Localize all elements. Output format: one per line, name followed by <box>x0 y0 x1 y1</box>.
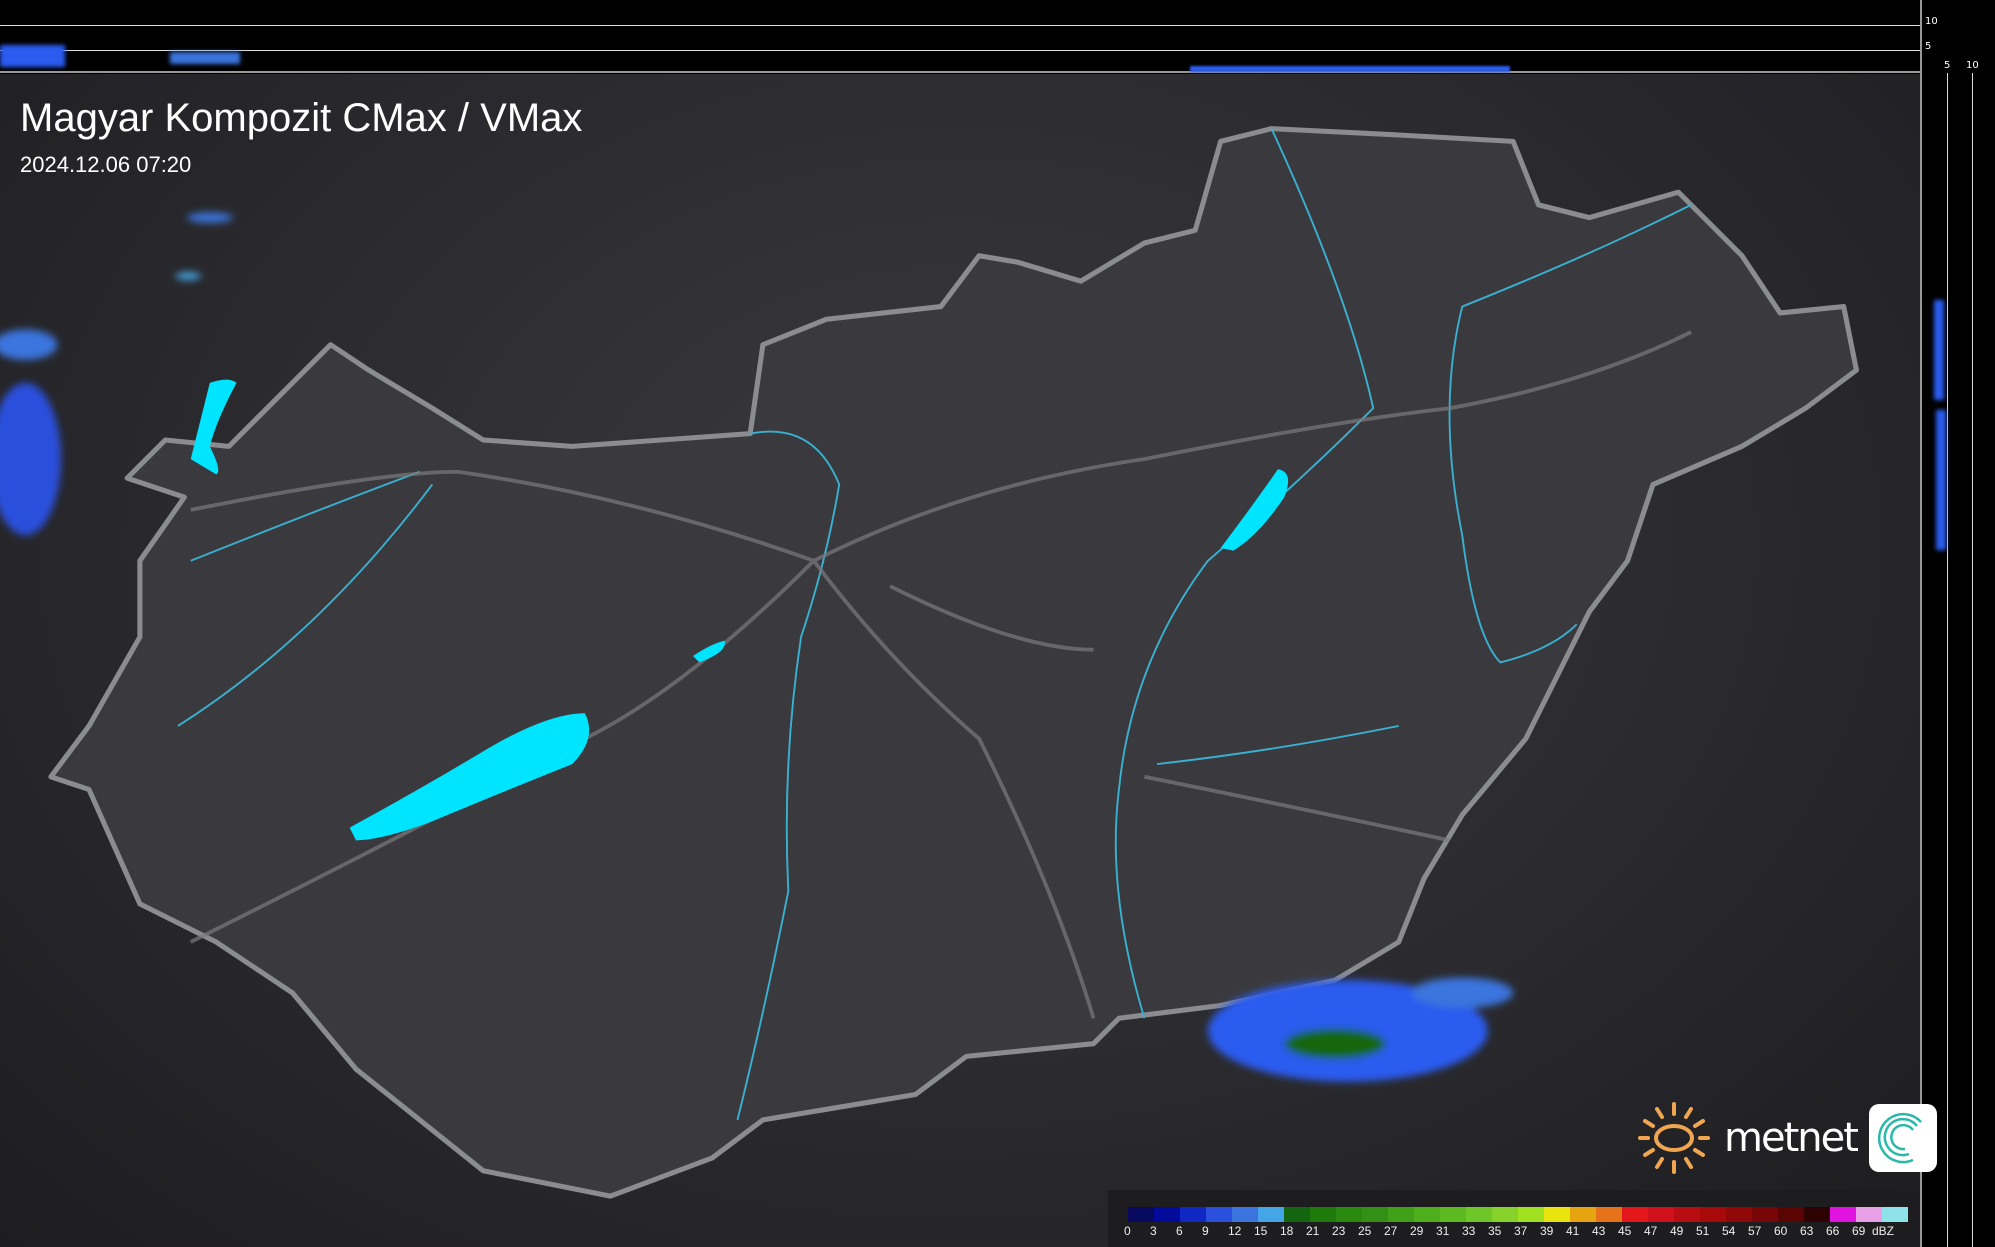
legend-swatch: 31 <box>1436 1207 1466 1238</box>
vertical-profile-top <box>0 0 1920 73</box>
legend-label: 9 <box>1202 1224 1209 1238</box>
lake-balaton <box>349 713 590 841</box>
legend-swatch: 51 <box>1696 1207 1726 1238</box>
legend-label: 25 <box>1358 1224 1372 1238</box>
rivers <box>177 128 1692 1121</box>
legend-swatch: 45 <box>1618 1207 1648 1238</box>
lake-ferto <box>190 379 237 475</box>
hungary-border <box>48 126 1859 1199</box>
legend-label: 18 <box>1280 1224 1294 1238</box>
legend-label: 45 <box>1618 1224 1632 1238</box>
legend-swatch: 43 <box>1592 1207 1622 1238</box>
tick-10: 10 <box>1966 60 1979 71</box>
legend-swatch: 39 <box>1540 1207 1570 1238</box>
legend-swatch <box>1882 1207 1908 1222</box>
legend-label: 33 <box>1462 1224 1476 1238</box>
legend-swatch: 37 <box>1514 1207 1544 1238</box>
metnet-logo: metnet <box>1636 1100 1937 1176</box>
legend-label: 35 <box>1488 1224 1502 1238</box>
legend-label: 6 <box>1176 1224 1183 1238</box>
legend-label: 49 <box>1670 1224 1684 1238</box>
legend-swatch: 54 <box>1722 1207 1752 1238</box>
legend-label: 31 <box>1436 1224 1450 1238</box>
legend-label: 63 <box>1800 1224 1814 1238</box>
legend-swatch: 63 <box>1800 1207 1830 1238</box>
legend-swatch: 69 <box>1852 1207 1882 1238</box>
legend-label: 15 <box>1254 1224 1268 1238</box>
vertical-profile-right: 10 5 5 10 <box>1920 0 1995 1247</box>
legend-unit: dBZ <box>1872 1224 1895 1238</box>
legend-swatch: 57 <box>1748 1207 1778 1238</box>
legend-label: 57 <box>1748 1224 1762 1238</box>
legend-swatch: 60 <box>1774 1207 1804 1238</box>
map-title: Magyar Kompozit CMax / VMax <box>20 96 583 140</box>
lake-velence <box>692 640 725 663</box>
lake-tisza <box>1220 469 1289 551</box>
legend-label: 60 <box>1774 1224 1788 1238</box>
legend-label: 37 <box>1514 1224 1528 1238</box>
legend-swatch: 33 <box>1462 1207 1492 1238</box>
legend-swatch: 15 <box>1254 1207 1284 1238</box>
radar-map[interactable] <box>0 74 1920 1247</box>
lakes <box>190 379 1289 841</box>
legend-label: 51 <box>1696 1224 1710 1238</box>
legend-label: 3 <box>1150 1224 1157 1238</box>
legend-swatch: 25 <box>1358 1207 1388 1238</box>
legend-label: 12 <box>1228 1224 1242 1238</box>
legend-swatch: 41 <box>1566 1207 1596 1238</box>
legend-label: 27 <box>1384 1224 1398 1238</box>
tick-5: 5 <box>1925 41 1932 52</box>
legend-bar: 0 3 6 9 12 15 18 21 23 25 27 29 31 33 35 37 39 41 43 45 47 49… <box>1124 1207 1908 1238</box>
tick-10: 10 <box>1925 16 1938 27</box>
map-timestamp: 2024.12.06 07:20 <box>20 152 192 177</box>
tick-5: 5 <box>1944 60 1951 71</box>
legend-swatch: 49 <box>1670 1207 1700 1238</box>
legend-swatch: 18 <box>1280 1207 1310 1238</box>
map-layer <box>0 126 1859 1199</box>
legend-swatch: 29 <box>1410 1207 1440 1238</box>
legend-swatch: 3 <box>1150 1207 1180 1238</box>
legend-label: 21 <box>1306 1224 1320 1238</box>
legend-label: 47 <box>1644 1224 1658 1238</box>
legend-label: 66 <box>1826 1224 1840 1238</box>
legend-swatch: 35 <box>1488 1207 1518 1238</box>
legend-label: 41 <box>1566 1224 1580 1238</box>
legend-swatch: 27 <box>1384 1207 1414 1238</box>
legend-swatch: 0 <box>1124 1207 1154 1238</box>
legend-label: 54 <box>1722 1224 1736 1238</box>
legend-swatch: 12 <box>1228 1207 1258 1238</box>
app-icon <box>1868 1104 1937 1172</box>
legend-swatch: 6 <box>1176 1207 1206 1238</box>
legend-label: 69 <box>1852 1224 1866 1238</box>
legend-label: 43 <box>1592 1224 1606 1238</box>
legend-label: 39 <box>1540 1224 1554 1238</box>
color-legend: 0 3 6 9 12 15 18 21 23 25 27 29 31 33 35 37 39 41 43 45 47 49… <box>1108 1190 1920 1247</box>
legend-swatch: 23 <box>1332 1207 1362 1238</box>
brand-name: metnet <box>1724 1115 1859 1161</box>
legend-label: 23 <box>1332 1224 1346 1238</box>
legend-label: 29 <box>1410 1224 1424 1238</box>
legend-swatch: 66 <box>1826 1207 1856 1238</box>
legend-swatch: 9 <box>1202 1207 1232 1238</box>
legend-label: 0 <box>1124 1224 1131 1238</box>
legend-swatch: 47 <box>1644 1207 1674 1238</box>
legend-swatch: 21 <box>1306 1207 1336 1238</box>
sun-icon <box>1638 1102 1710 1174</box>
radar-echoes <box>0 212 1514 1082</box>
